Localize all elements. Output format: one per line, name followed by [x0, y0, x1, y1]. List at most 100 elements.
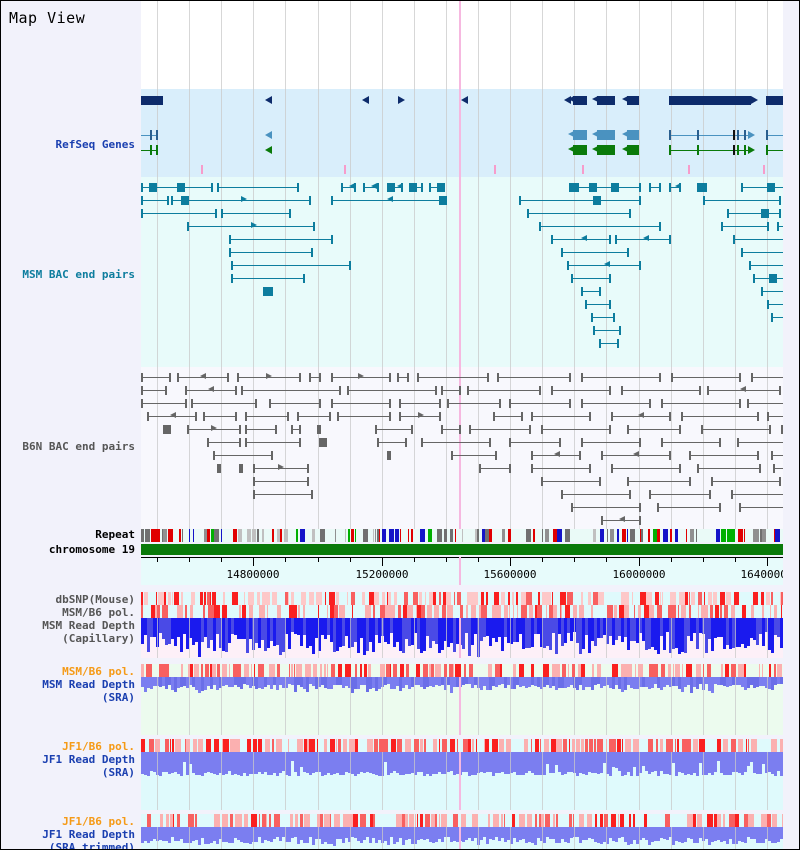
feature-tick	[581, 287, 583, 296]
polymorphism-bar	[212, 592, 216, 605]
read-depth-bar	[450, 827, 453, 842]
track-msm-b6-pol-capillary[interactable]	[141, 605, 783, 618]
repeat-element	[400, 529, 401, 542]
track-msm-bac-end-pairs[interactable]	[141, 177, 783, 367]
track-label: Repeat	[95, 528, 135, 541]
polymorphism-bar	[406, 664, 409, 677]
read-depth-bar	[216, 827, 219, 845]
polymorphism-bar	[360, 814, 366, 827]
read-depth-bar	[771, 752, 774, 775]
read-depth-bar	[192, 752, 195, 774]
read-depth-bar	[270, 677, 273, 689]
track-dbsnp-mouse[interactable]	[141, 592, 783, 605]
read-depth-bar	[603, 618, 606, 636]
read-depth-bar	[738, 827, 741, 841]
read-depth-bar	[684, 827, 687, 842]
track-jf1-read-depth-sra-trimmed[interactable]	[141, 827, 783, 849]
read-depth-bar	[165, 618, 168, 645]
polymorphism-bar	[677, 739, 679, 752]
feature-line	[766, 150, 783, 151]
read-depth-bar	[240, 827, 243, 843]
read-depth-bar	[666, 752, 669, 775]
read-depth-bar	[615, 827, 618, 843]
axis-minor-tick	[606, 557, 607, 562]
track-refseq-genes[interactable]	[141, 89, 783, 177]
read-depth-bar	[714, 618, 717, 638]
track-msm-b6-pol-sra[interactable]	[141, 664, 783, 677]
coordinate-axis[interactable]: 14800000 15200000 15600000 16000000 16400000	[141, 557, 793, 585]
read-depth-bar	[210, 752, 213, 774]
feature-tick	[229, 235, 231, 244]
read-depth-bar	[306, 827, 309, 843]
read-depth-bar	[141, 677, 144, 687]
read-depth-bar	[234, 618, 237, 636]
feature-tick	[759, 464, 761, 473]
polymorphism-bar	[735, 814, 739, 827]
read-depth-bar	[384, 618, 387, 642]
read-depth-bar	[498, 618, 501, 638]
feature-line	[377, 442, 407, 443]
polymorphism-bar	[780, 592, 781, 605]
chromosome-bar[interactable]	[141, 544, 783, 555]
feature-tick	[156, 145, 158, 155]
feature-tick	[737, 145, 739, 155]
gridline	[735, 1, 736, 89]
read-depth-bar	[402, 827, 405, 845]
feature-tick	[669, 183, 671, 192]
polymorphism-bar	[611, 814, 616, 827]
repeat-element	[627, 529, 628, 542]
read-depth-bar	[438, 618, 441, 654]
polymorphism-bar	[682, 739, 688, 752]
feature-block	[387, 451, 391, 460]
read-depth-bar	[159, 827, 162, 841]
feature-tick	[311, 248, 313, 257]
feature-tick	[319, 399, 321, 408]
read-depth-bar	[468, 618, 471, 657]
read-depth-bar	[639, 618, 642, 633]
feature-line	[527, 213, 631, 214]
read-depth-bar	[603, 752, 606, 763]
gridline	[542, 177, 543, 367]
polymorphism-bar	[177, 814, 180, 827]
track-jf1-read-depth-sra[interactable]	[141, 752, 783, 810]
track-msm-read-depth-capillary[interactable]	[141, 618, 783, 658]
read-depth-bar	[546, 827, 549, 838]
track-plot-area[interactable]: 14800000 15200000 15600000 16000000 16400000	[141, 1, 793, 849]
track-jf1-b6-pol-sra-trimmed[interactable]	[141, 814, 783, 827]
polymorphism-bar	[715, 605, 719, 618]
top-gridline-strip[interactable]	[141, 1, 783, 89]
read-depth-bar	[243, 677, 246, 685]
gridline	[606, 677, 607, 735]
read-depth-bar	[693, 618, 696, 633]
feature-tick	[766, 130, 768, 140]
read-depth-bar	[318, 752, 321, 773]
feature-line	[479, 468, 511, 469]
polymorphism-bar	[389, 664, 390, 677]
read-depth-bar	[585, 752, 588, 776]
polymorphism-bar	[592, 664, 594, 677]
track-b6n-bac-end-pairs[interactable]	[141, 367, 783, 529]
repeat-element	[760, 529, 762, 542]
track-label: B6N BAC end pairs	[22, 440, 135, 453]
track-repeat[interactable]	[141, 529, 783, 542]
read-depth-bar	[483, 618, 486, 637]
read-depth-bar	[288, 618, 291, 650]
read-depth-bar	[249, 827, 252, 844]
polymorphism-bar	[244, 664, 245, 677]
read-depth-bar	[504, 752, 507, 775]
feature-tick	[479, 464, 481, 473]
axis-minor-tick	[542, 557, 543, 562]
read-depth-bar	[147, 618, 150, 652]
read-depth-bar	[213, 827, 216, 841]
polymorphism-bar	[320, 814, 323, 827]
track-chromosome-19[interactable]	[141, 544, 783, 555]
track-jf1-b6-pol-sra[interactable]	[141, 739, 783, 752]
repeat-element	[163, 529, 167, 542]
read-depth-bar	[522, 827, 525, 840]
track-label-column: RefSeq Genes MSM BAC end pairs B6N BAC end…	[1, 89, 141, 850]
read-depth-bar	[588, 827, 591, 838]
polymorphism-bar	[708, 592, 712, 605]
track-msm-read-depth-sra[interactable]	[141, 677, 783, 735]
polymorphism-bar	[662, 592, 663, 605]
polymorphism-bar	[506, 739, 511, 752]
